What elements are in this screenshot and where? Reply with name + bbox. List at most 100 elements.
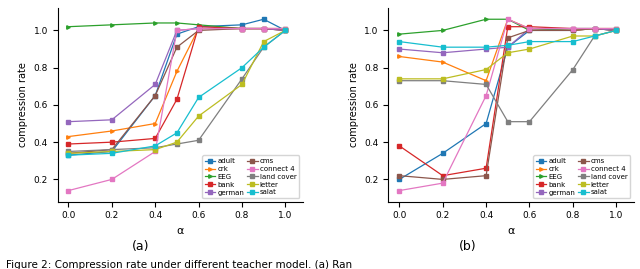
cms (591, 27, 598, 30)
X-axis label: α: α (177, 226, 184, 236)
adult (396, 178, 403, 181)
cms (173, 45, 180, 49)
connect_4 (152, 150, 159, 153)
crk (65, 135, 72, 138)
land_cover (282, 29, 289, 32)
Line: german: german (397, 27, 618, 55)
adult (612, 29, 620, 32)
EEG (260, 27, 268, 30)
Line: bank: bank (67, 25, 287, 146)
bank (173, 98, 180, 101)
connect_4 (591, 27, 598, 30)
Y-axis label: compression rate: compression rate (18, 62, 28, 147)
german (260, 27, 268, 30)
salat (282, 29, 289, 32)
letter (238, 83, 246, 86)
cms (152, 94, 159, 97)
Text: Figure 2: Compression rate under different teacher model. (a) Ran: Figure 2: Compression rate under differe… (6, 260, 353, 269)
EEG (65, 25, 72, 28)
letter (282, 29, 289, 32)
Line: EEG: EEG (67, 21, 287, 32)
land_cover (483, 83, 490, 86)
connect_4 (504, 18, 511, 21)
german (483, 47, 490, 51)
adult (238, 23, 246, 26)
land_cover (569, 68, 577, 71)
crk (238, 27, 246, 30)
letter (396, 77, 403, 80)
connect_4 (108, 178, 116, 181)
cms (439, 178, 447, 181)
german (591, 27, 598, 30)
adult (439, 152, 447, 155)
salat (152, 144, 159, 147)
connect_4 (282, 27, 289, 30)
german (439, 51, 447, 54)
cms (504, 36, 511, 40)
german (152, 83, 159, 86)
cms (282, 27, 289, 30)
crk (195, 27, 202, 30)
EEG (238, 27, 246, 30)
crk (173, 70, 180, 73)
cms (108, 148, 116, 151)
connect_4 (439, 182, 447, 185)
Line: connect_4: connect_4 (397, 17, 618, 192)
cms (260, 27, 268, 30)
salat (504, 44, 511, 47)
salat (195, 96, 202, 99)
bank (569, 27, 577, 30)
letter (569, 34, 577, 38)
EEG (152, 21, 159, 24)
Legend: adult, crk, EEG, bank, german, cms, connect 4, land cover, letter, salat: adult, crk, EEG, bank, german, cms, conn… (202, 155, 300, 198)
crk (282, 27, 289, 30)
german (195, 27, 202, 30)
cms (569, 29, 577, 32)
cms (65, 152, 72, 155)
EEG (525, 29, 533, 32)
german (238, 27, 246, 30)
EEG (483, 18, 490, 21)
crk (152, 122, 159, 125)
Line: adult: adult (397, 27, 618, 181)
Line: land_cover: land_cover (67, 29, 287, 153)
bank (504, 25, 511, 28)
salat (65, 154, 72, 157)
german (65, 120, 72, 123)
adult (260, 18, 268, 21)
connect_4 (569, 27, 577, 30)
adult (65, 154, 72, 157)
Line: land_cover: land_cover (397, 29, 618, 123)
salat (591, 34, 598, 38)
EEG (612, 29, 620, 32)
Line: connect_4: connect_4 (67, 27, 287, 192)
land_cover (504, 120, 511, 123)
salat (173, 131, 180, 134)
bank (65, 142, 72, 146)
letter (152, 148, 159, 151)
cms (525, 29, 533, 32)
bank (591, 27, 598, 30)
german (396, 47, 403, 51)
crk (525, 27, 533, 30)
crk (439, 61, 447, 64)
EEG (282, 29, 289, 32)
cms (483, 174, 490, 177)
land_cover (612, 29, 620, 32)
bank (152, 137, 159, 140)
german (173, 29, 180, 32)
salat (612, 29, 620, 32)
salat (569, 40, 577, 43)
bank (238, 27, 246, 30)
bank (483, 167, 490, 170)
EEG (569, 27, 577, 30)
Line: bank: bank (397, 25, 618, 178)
crk (483, 79, 490, 82)
Y-axis label: compression rate: compression rate (349, 62, 359, 147)
adult (282, 29, 289, 32)
adult (195, 25, 202, 28)
land_cover (591, 34, 598, 38)
bank (282, 29, 289, 32)
Line: adult: adult (67, 17, 287, 157)
letter (439, 77, 447, 80)
